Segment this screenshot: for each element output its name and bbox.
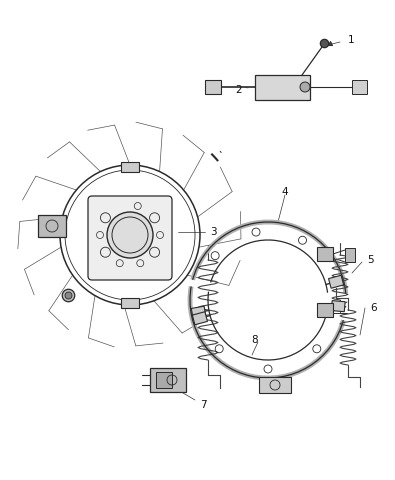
Polygon shape xyxy=(191,306,206,318)
Text: 5: 5 xyxy=(367,255,374,265)
Text: 3: 3 xyxy=(210,227,216,237)
Bar xyxy=(150,368,186,392)
FancyBboxPatch shape xyxy=(88,196,172,280)
Bar xyxy=(345,248,355,262)
Polygon shape xyxy=(331,300,345,312)
Text: 6: 6 xyxy=(370,303,376,313)
Bar xyxy=(352,80,367,94)
Text: 2: 2 xyxy=(235,85,242,95)
Text: 4: 4 xyxy=(282,187,288,197)
Circle shape xyxy=(300,82,310,92)
Bar xyxy=(317,247,333,261)
Polygon shape xyxy=(192,312,207,325)
Bar xyxy=(255,75,310,100)
Polygon shape xyxy=(329,275,344,288)
Circle shape xyxy=(107,212,153,258)
Bar xyxy=(121,298,139,308)
Bar xyxy=(317,303,333,317)
Bar xyxy=(121,162,139,172)
Text: 8: 8 xyxy=(252,335,258,345)
Text: 1: 1 xyxy=(348,35,355,45)
Bar xyxy=(205,80,221,94)
Bar xyxy=(38,215,66,237)
Bar xyxy=(259,377,291,393)
Text: 7: 7 xyxy=(200,400,207,410)
Bar xyxy=(156,372,172,388)
